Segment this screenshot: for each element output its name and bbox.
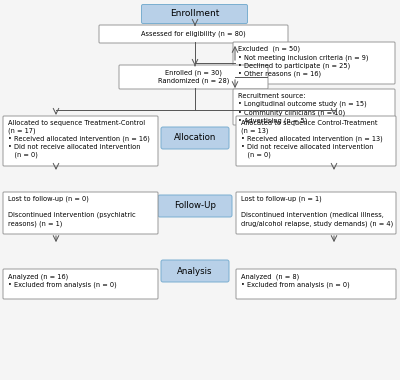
Text: Enrollment: Enrollment	[170, 10, 219, 19]
Text: Allocated to sequence Control-Treatment
(n = 13)
• Received allocated interventi: Allocated to sequence Control-Treatment …	[241, 120, 383, 158]
FancyBboxPatch shape	[233, 42, 395, 84]
Text: Analysis: Analysis	[177, 266, 213, 276]
FancyBboxPatch shape	[233, 89, 395, 125]
Text: Assessed for eligibility (n = 80): Assessed for eligibility (n = 80)	[141, 31, 246, 37]
Text: Enrolled (n = 30)
Randomized (n = 28): Enrolled (n = 30) Randomized (n = 28)	[158, 70, 229, 84]
FancyBboxPatch shape	[3, 269, 158, 299]
FancyBboxPatch shape	[236, 269, 396, 299]
FancyBboxPatch shape	[236, 192, 396, 234]
FancyBboxPatch shape	[119, 65, 268, 89]
Text: Follow-Up: Follow-Up	[174, 201, 216, 211]
Text: Analyzed  (n = 8)
• Excluded from analysis (n = 0): Analyzed (n = 8) • Excluded from analysi…	[241, 273, 350, 288]
FancyBboxPatch shape	[158, 195, 232, 217]
FancyBboxPatch shape	[3, 116, 158, 166]
Text: Excluded  (n = 50)
• Not meeting inclusion criteria (n = 9)
• Declined to partic: Excluded (n = 50) • Not meeting inclusio…	[238, 46, 368, 77]
Text: Allocated to sequence Treatment-Control
(n = 17)
• Received allocated interventi: Allocated to sequence Treatment-Control …	[8, 120, 150, 158]
FancyBboxPatch shape	[142, 5, 248, 24]
FancyBboxPatch shape	[99, 25, 288, 43]
Text: Recruitment source:
• Longitudinal outcome study (n = 15)
• Community clinicians: Recruitment source: • Longitudinal outco…	[238, 93, 367, 124]
Text: Analyzed (n = 16)
• Excluded from analysis (n = 0): Analyzed (n = 16) • Excluded from analys…	[8, 273, 117, 288]
Text: Allocation: Allocation	[174, 133, 216, 142]
FancyBboxPatch shape	[161, 127, 229, 149]
FancyBboxPatch shape	[161, 260, 229, 282]
Text: Lost to follow-up (n = 0)

Discontinued intervention (psychiatric
reasons) (n = : Lost to follow-up (n = 0) Discontinued i…	[8, 196, 136, 227]
FancyBboxPatch shape	[3, 192, 158, 234]
FancyBboxPatch shape	[236, 116, 396, 166]
Text: Lost to follow-up (n = 1)

Discontinued intervention (medical illness,
drug/alco: Lost to follow-up (n = 1) Discontinued i…	[241, 196, 393, 227]
